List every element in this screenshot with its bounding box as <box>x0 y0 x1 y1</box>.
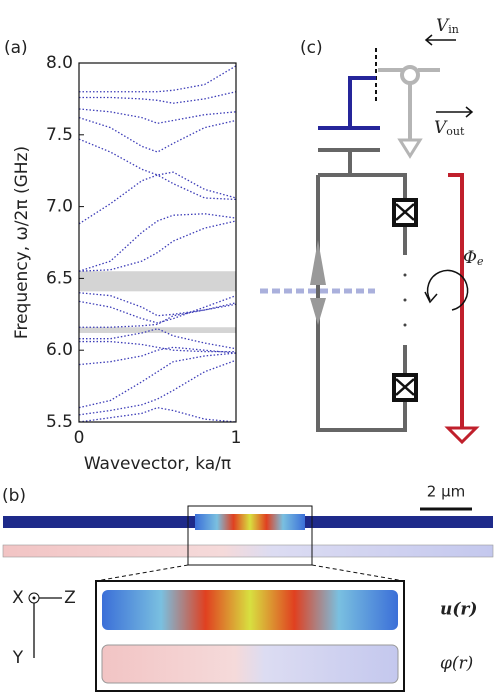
flux-line <box>448 173 464 428</box>
band-curve <box>79 138 236 199</box>
band-curve <box>79 359 236 416</box>
subscript: out <box>446 125 465 138</box>
input-wire <box>348 76 376 128</box>
axis-arrow <box>33 597 62 658</box>
field-u: u(r) <box>440 600 477 620</box>
vin-label: Vin <box>436 16 459 37</box>
band-curve <box>79 213 236 272</box>
dot <box>403 273 407 277</box>
y-tick-label: 6.0 <box>46 340 73 360</box>
axis-dot <box>32 596 36 600</box>
field-phi: φ(r) <box>440 654 473 674</box>
symbol: Φ <box>463 248 477 268</box>
y-axis-label: Frequency, ω/2π (GHz) <box>12 146 32 339</box>
y-tick-label: 6.5 <box>46 268 73 288</box>
plot-frame <box>78 62 237 423</box>
vout-label: Vout <box>434 118 465 139</box>
band-curve <box>79 116 236 153</box>
band-curve <box>79 174 236 225</box>
inset-u <box>102 590 398 630</box>
circuit <box>260 34 480 445</box>
x-tick-label: 0 <box>74 428 85 448</box>
scale-label: 2 µm <box>427 483 465 501</box>
dot <box>403 298 407 302</box>
flux-circle <box>426 269 469 311</box>
strip-phi <box>2 544 494 558</box>
subscript: in <box>448 23 459 36</box>
band-curve <box>79 292 236 317</box>
symbol: V <box>436 16 450 36</box>
band-curve <box>79 406 236 422</box>
vout-arrow <box>436 106 474 118</box>
band-gap <box>79 271 236 292</box>
circulator <box>400 65 420 85</box>
axis-label: X <box>12 588 24 608</box>
zoom-box <box>187 505 313 566</box>
simulation: (b) 2 µm u(r) φ(r) X Z Y <box>2 483 494 692</box>
band-curve <box>79 108 236 124</box>
ground <box>397 138 423 159</box>
symbol: V <box>434 118 448 138</box>
axis-label: Z <box>64 588 76 608</box>
band-curve <box>79 91 236 104</box>
y-tick-label: 8.0 <box>46 53 73 73</box>
vin-arrow <box>424 34 456 46</box>
y-tick-label: 7.5 <box>46 125 73 145</box>
y-tick-label: 5.5 <box>46 412 73 432</box>
band-curve <box>79 352 236 409</box>
flux-arrow <box>444 426 480 445</box>
mechanical-gap <box>310 240 326 325</box>
y-tick-label: 7.0 <box>46 197 73 217</box>
zoom-line <box>95 564 405 582</box>
output-line <box>378 68 440 140</box>
panel-label: (b) <box>2 486 26 506</box>
loop <box>316 150 407 432</box>
flux-label: Φe <box>463 248 484 269</box>
band-gap <box>79 327 236 333</box>
x-axis-label: Wavevector, ka/π <box>84 454 231 474</box>
strip-hot <box>195 514 305 530</box>
panel-label: (c) <box>300 38 323 58</box>
junction <box>392 373 418 402</box>
flux-arrowhead <box>424 291 438 304</box>
junction-cross <box>395 203 415 396</box>
dot <box>403 323 407 327</box>
panel-label: (a) <box>4 38 28 58</box>
band-curve <box>79 346 236 366</box>
band-curve <box>79 340 236 353</box>
band-curve <box>79 295 236 324</box>
junction <box>392 198 418 227</box>
axis-label: Y <box>12 648 24 668</box>
x-tick-label: 1 <box>231 428 242 448</box>
band-curve <box>79 65 236 93</box>
subscript: e <box>477 255 484 268</box>
band-curve <box>79 220 236 272</box>
inset-phi <box>101 644 399 684</box>
